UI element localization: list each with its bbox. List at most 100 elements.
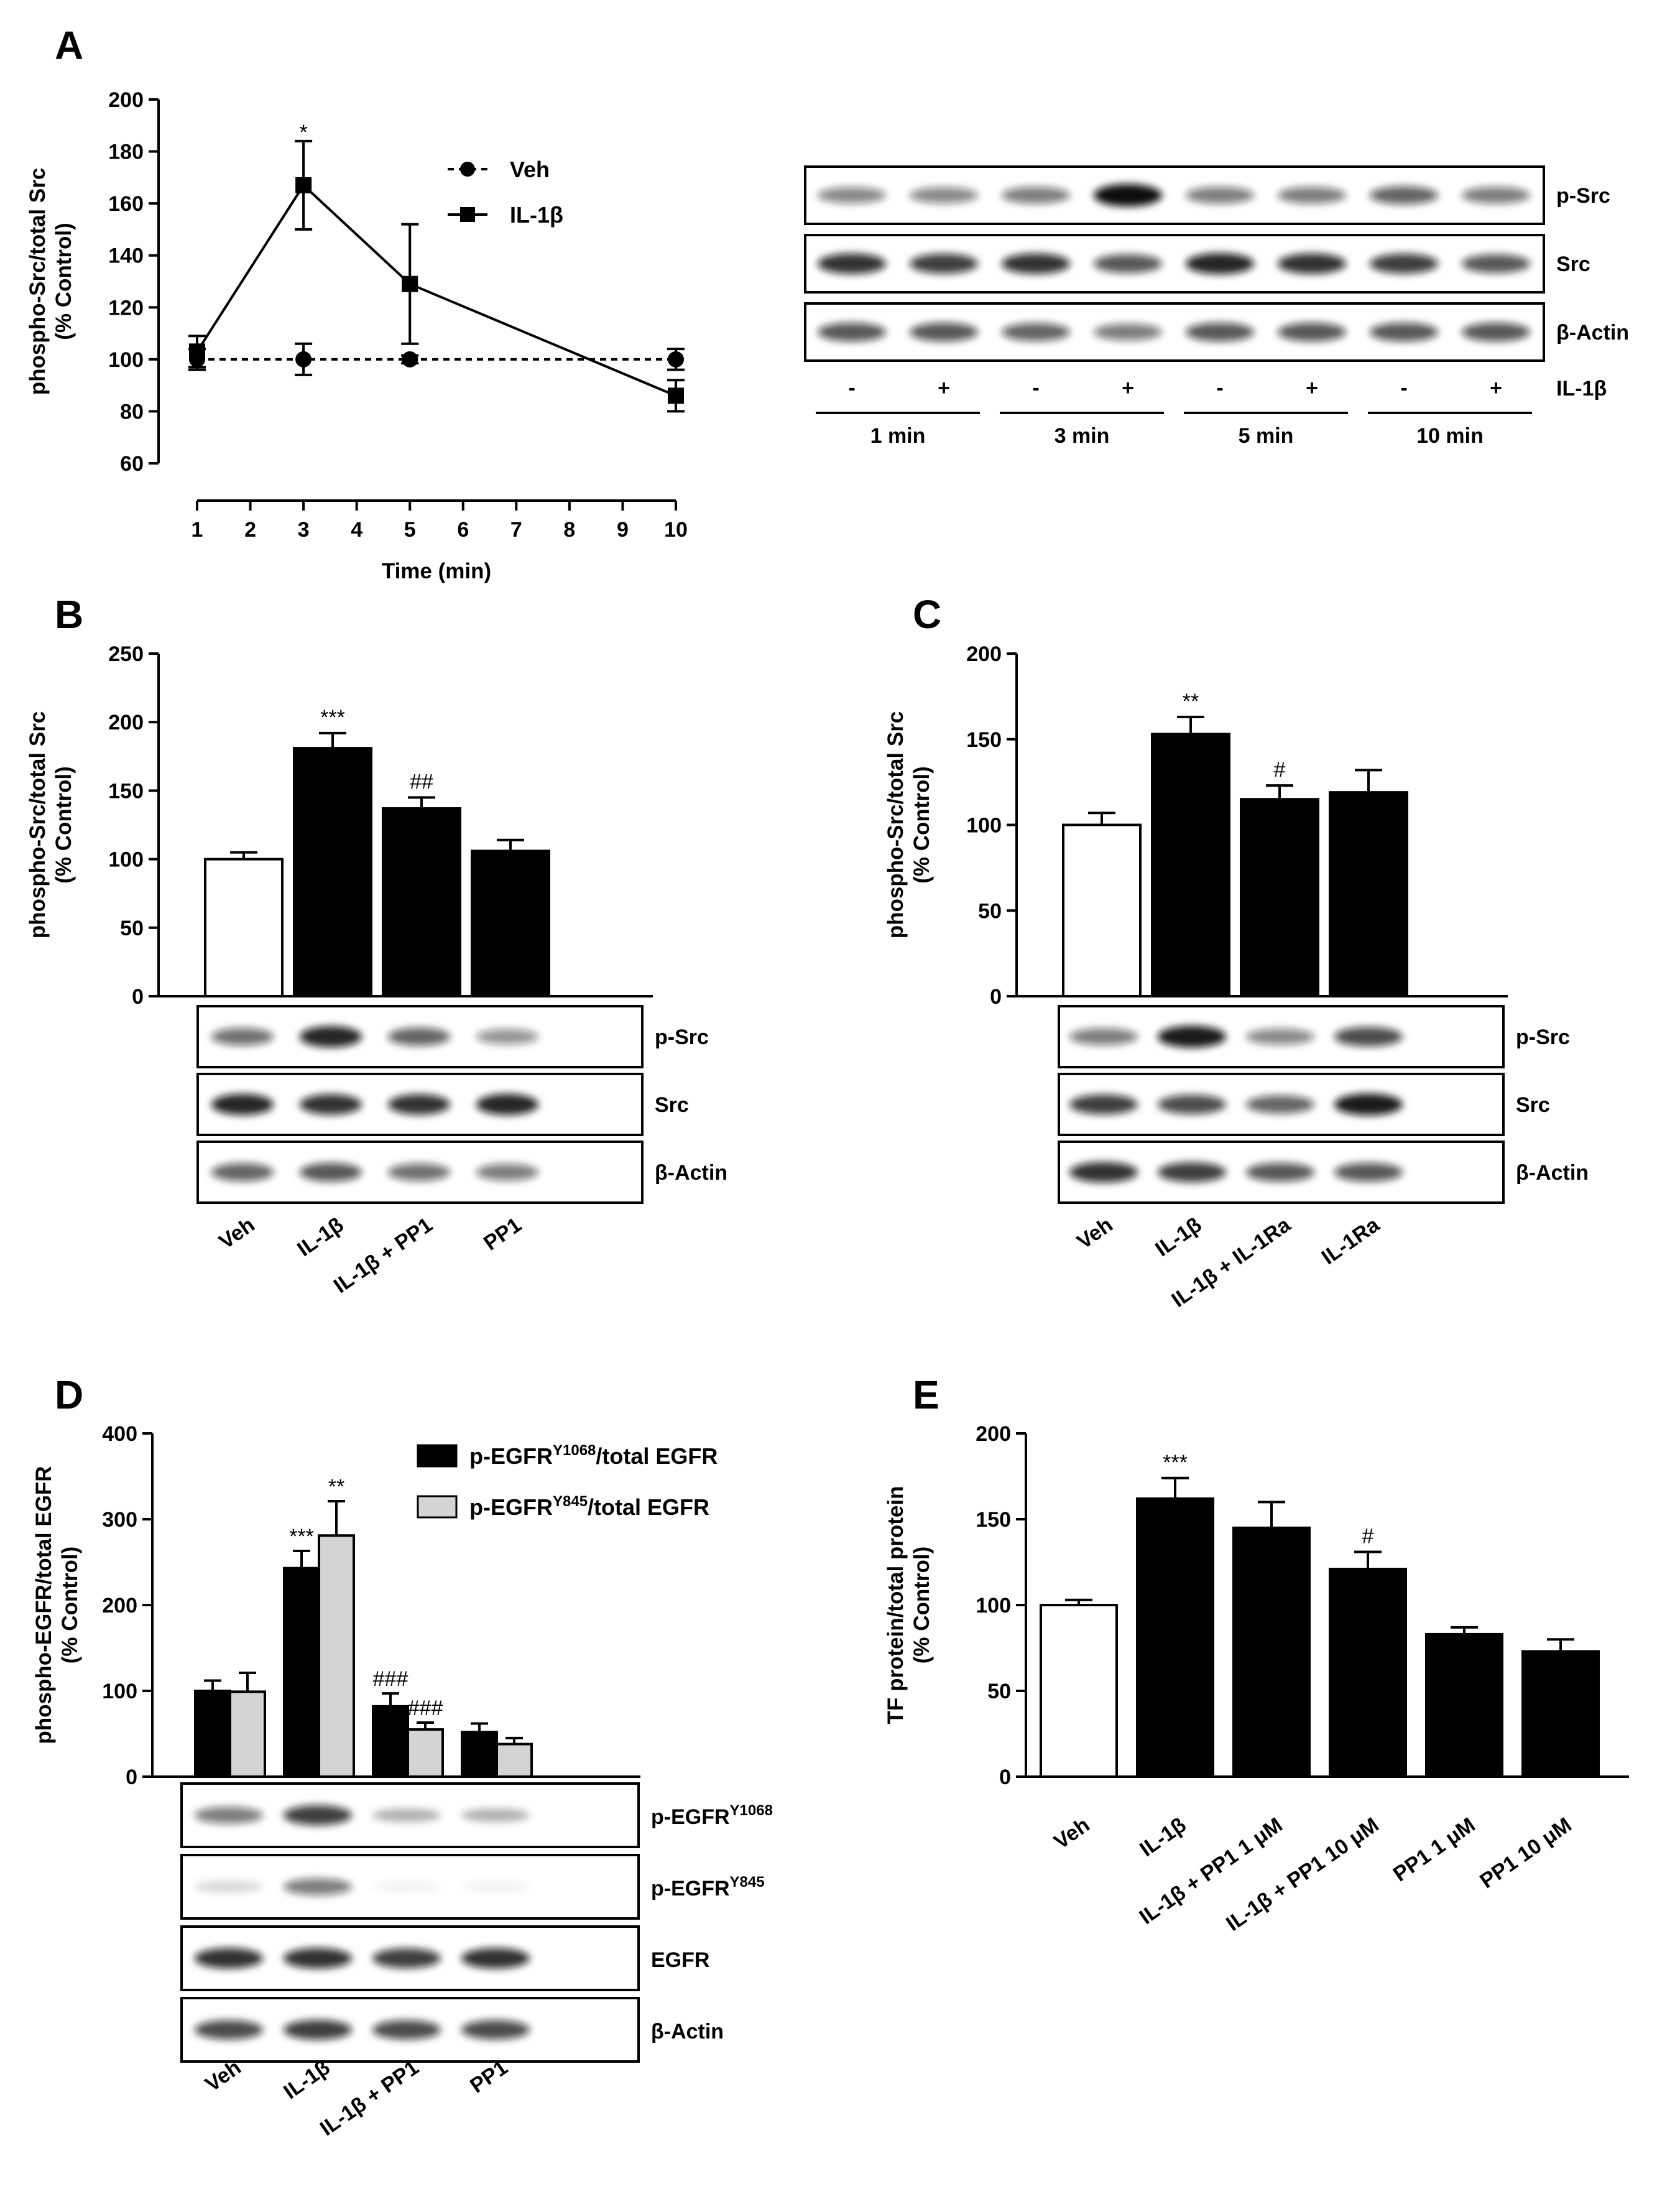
c-band-r1-l1	[1158, 1094, 1226, 1114]
a-band-r0-l2	[1002, 187, 1070, 204]
c-band-r1-l0	[1069, 1094, 1138, 1114]
e-y-label-line1: TF protein/total protein	[884, 1486, 908, 1724]
a-band-r0-l5	[1278, 187, 1346, 204]
a-group-label-0: 1 min	[870, 424, 926, 448]
b-blot-label-0: p-Src	[655, 1025, 709, 1049]
c-bar-2	[1240, 798, 1319, 998]
d-y-tick-label-400: 400	[102, 1422, 137, 1446]
d-bar-s0-2	[372, 1705, 409, 1779]
d-band-r0-l2	[372, 1808, 441, 1822]
b-bar-0	[204, 858, 284, 997]
a-band-r1-l6	[1370, 254, 1438, 274]
a-veh-point-5	[402, 351, 418, 368]
d-bar-s0-3	[461, 1731, 498, 1778]
b-band-r2-l3	[476, 1164, 538, 1181]
d-band-r3-l1	[284, 2020, 352, 2040]
a-band-r1-l1	[910, 254, 978, 274]
d-bar-s1-3	[496, 1742, 533, 1779]
a-legend-il1b-marker	[460, 207, 475, 222]
c-blot-label-2: β-Actin	[1516, 1161, 1589, 1185]
d-blot-label-1: p-EGFRY845	[651, 1874, 765, 1900]
panel-b: B 0 50 100 150 200 250 phospho-Src/total Src (%…	[25, 592, 727, 1298]
b-y-tick-label-150: 150	[108, 779, 144, 803]
e-bar-5	[1521, 1650, 1600, 1779]
d-legend-label-0: p-EGFRY1068/total EGFR	[469, 1442, 718, 1469]
d-bar-s0-1	[283, 1566, 320, 1778]
d-band-r3-l3	[461, 2020, 530, 2040]
e-y-tick-label-200: 200	[976, 1422, 1011, 1446]
a-sign-6: -	[1400, 376, 1407, 400]
a-blot-label-2: β-Actin	[1556, 321, 1629, 345]
a-x-tick-label-5: 5	[404, 518, 416, 542]
c-y-tick-label-50: 50	[978, 899, 1002, 923]
a-il1b-point-10	[668, 387, 684, 404]
a-il1b-point-1	[189, 343, 205, 360]
a-band-r1-l5	[1278, 253, 1346, 274]
b-y-tick-label-0: 0	[132, 985, 144, 1009]
e-significance-1: ***	[1163, 1451, 1188, 1474]
a-veh-point-10	[668, 351, 684, 368]
c-band-r2-l3	[1334, 1163, 1403, 1182]
a-sign-3: +	[1122, 376, 1134, 400]
a-x-tick-label-7: 7	[510, 518, 522, 542]
panel-d-western-blot: p-EGFRY1068 p-EGFRY845 EGFR β-Actin	[180, 1782, 773, 2063]
b-band-r1-l3	[476, 1094, 538, 1115]
a-y-tick-label-180: 180	[108, 141, 144, 164]
c-bar-1	[1151, 733, 1230, 997]
a-y-label-line1: phospho-Src/total Src	[25, 168, 50, 396]
a-band-r0-l0	[818, 187, 886, 203]
b-band-r1-l0	[211, 1094, 274, 1115]
panel-a-western-blot: p-Src Src β-Actin - + - + - + - + IL-1β 1 min 3 min 5 …	[804, 165, 1629, 448]
a-sign-1: +	[938, 376, 950, 400]
panel-e-label: E	[913, 1372, 939, 1417]
a-x-tick-label-2: 2	[244, 518, 256, 542]
e-significance-3: #	[1362, 1524, 1374, 1548]
c-band-r2-l1	[1158, 1162, 1226, 1182]
d-band-r1-l2	[372, 1881, 441, 1892]
a-sign-2: -	[1032, 376, 1039, 400]
d-y-tick-label-0: 0	[126, 1765, 137, 1789]
d-blot-label-3: β-Actin	[651, 2020, 724, 2043]
panel-b-label: B	[55, 592, 83, 637]
a-blot-label-0: p-Src	[1556, 184, 1610, 208]
b-significance-1: ***	[320, 706, 345, 729]
a-band-r0-l1	[910, 187, 978, 203]
a-sign-0: -	[848, 376, 855, 400]
a-band-r2-l0	[818, 323, 886, 341]
d-band-r1-l0	[195, 1881, 263, 1893]
panel-d-label: D	[55, 1372, 83, 1417]
c-blot-label-0: p-Src	[1516, 1025, 1570, 1049]
c-blot-label-1: Src	[1516, 1093, 1550, 1117]
d-y-tick-label-200: 200	[102, 1594, 137, 1617]
b-y-tick-label-50: 50	[120, 917, 144, 940]
d-significance-s1-2: ###	[408, 1696, 443, 1720]
d-band-r3-l2	[372, 2020, 441, 2040]
e-bar-2	[1232, 1526, 1311, 1779]
a-y-tick-label-100: 100	[108, 348, 144, 372]
a-band-r1-l7	[1462, 254, 1530, 273]
panel-c-label: C	[913, 592, 941, 637]
d-band-r0-l1	[284, 1805, 352, 1825]
b-blot-label-1: Src	[655, 1093, 689, 1117]
a-x-tick-label-10: 10	[664, 518, 688, 542]
d-blot-label-2: EGFR	[651, 1948, 709, 1972]
b-blot-label-2: β-Actin	[655, 1161, 727, 1185]
d-bar-s1-1	[318, 1534, 355, 1778]
e-y-tick-label-0: 0	[999, 1765, 1011, 1789]
d-band-r1-l1	[284, 1878, 352, 1895]
panel-a-label: A	[55, 23, 83, 68]
d-bar-s1-0	[229, 1690, 266, 1778]
b-band-r2-l0	[211, 1163, 274, 1182]
c-y-tick-label-0: 0	[990, 985, 1002, 1009]
e-y-label-line2: (% Control)	[910, 1547, 934, 1664]
a-x-label: Time (min)	[382, 559, 491, 583]
c-band-r2-l2	[1246, 1163, 1314, 1182]
b-bar-1	[293, 747, 372, 998]
a-x-tick-label-9: 9	[617, 518, 629, 542]
b-y-label-line2: (% Control)	[52, 766, 76, 884]
a-band-r2-l7	[1462, 323, 1530, 341]
b-band-r2-l2	[388, 1164, 450, 1181]
c-y-label-line2: (% Control)	[910, 766, 934, 884]
b-y-tick-label-100: 100	[108, 848, 144, 872]
d-significance-s1-1: **	[328, 1475, 344, 1499]
